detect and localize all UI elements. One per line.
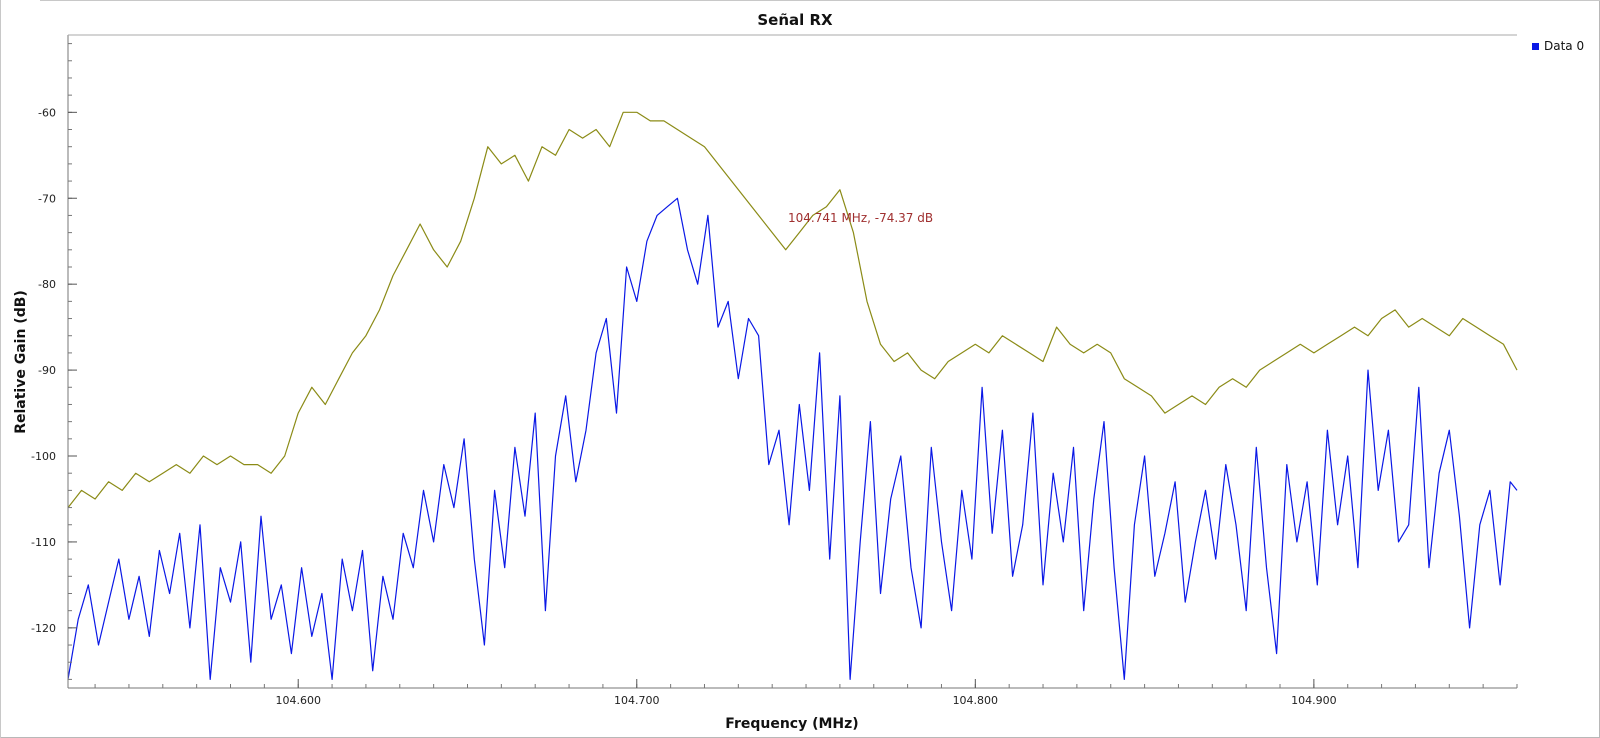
window-left-border [0,0,1,738]
y-axis-title: Relative Gain (dB) [13,290,29,434]
marker-annotation: 104.741 MHz, -74.37 dB [788,211,933,225]
y-tick-label: -70 [38,192,56,205]
x-tick-label: 104.700 [614,694,660,707]
y-tick-label: -110 [31,536,56,549]
y-tick-label: -60 [38,106,56,119]
x-tick-label: 104.600 [275,694,321,707]
series-layer [67,111,1518,681]
x-axis-ticks: 104.600 104.700 104.800 104.900 [94,679,1518,707]
y-tick-label: -90 [38,364,56,377]
y-tick-label: -80 [38,278,56,291]
plot-area[interactable] [68,35,1517,688]
y-tick-label: -120 [31,622,56,635]
legend-label-data-0: Data 0 [1544,39,1584,53]
y-tick-label: -100 [31,450,56,463]
legend[interactable]: Data 0 [1532,39,1584,53]
chart-title: Señal RX [757,11,833,29]
y-axis-ticks: -60 -70 -80 -90 -100 -110 -120 [31,43,77,680]
series-line-max-hold [67,111,1518,508]
window-top-border [40,0,1600,1]
x-tick-label: 104.900 [1291,694,1337,707]
x-axis-title: Frequency (MHz) [725,716,858,732]
x-tick-label: 104.800 [953,694,999,707]
legend-swatch-data-0 [1532,43,1539,50]
series-line-data-0 [67,197,1518,681]
